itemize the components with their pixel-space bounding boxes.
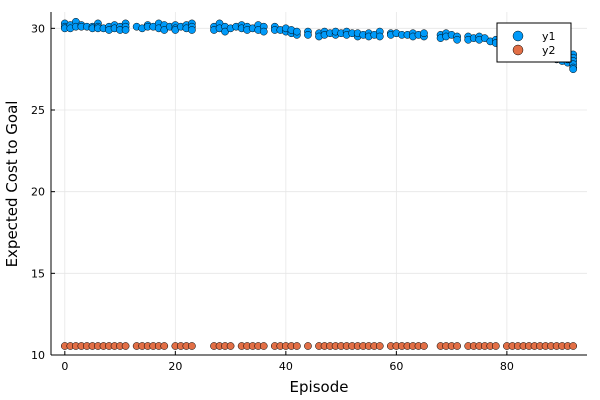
x-tick-labels: 0 20 40 60 80: [61, 360, 514, 373]
y2-point: [188, 342, 196, 350]
legend: y1 y2: [496, 22, 572, 63]
y1-point: [375, 32, 384, 41]
x-tick-label: 60: [389, 360, 403, 373]
y2-point: [160, 342, 169, 350]
legend-marker-y1: [512, 30, 524, 42]
y2-point: [304, 342, 312, 350]
y1-point: [188, 26, 196, 34]
y-tick-label: 30: [31, 22, 45, 35]
y-tick-label: 15: [31, 267, 45, 280]
x-tick-label: 0: [61, 360, 68, 373]
y1-point: [259, 27, 268, 36]
x-tick-label: 40: [279, 360, 293, 373]
y2-point: [226, 342, 235, 350]
y1-point: [304, 31, 312, 39]
y-tick-labels: 10 15 20 25 30: [31, 22, 45, 362]
y-axis-label: Expected Cost to Goal: [3, 101, 21, 268]
y2-point: [453, 342, 461, 350]
y1-point: [121, 26, 130, 34]
x-axis-label: Episode: [290, 378, 349, 396]
y2-point: [121, 342, 130, 350]
y2-point: [569, 342, 578, 350]
y2-point: [259, 342, 268, 350]
y-tick-label: 20: [31, 186, 45, 199]
legend-marker-y2: [512, 44, 524, 56]
legend-box: [496, 22, 572, 63]
y2-point: [491, 342, 500, 350]
y1-point: [420, 29, 428, 38]
y2-point: [420, 342, 428, 350]
y1-point: [569, 65, 578, 74]
axes: [50, 12, 587, 356]
y2-point: [375, 342, 384, 350]
y2-point: [293, 342, 301, 350]
y-tick-label: 10: [31, 349, 45, 362]
legend-label-y1: y1: [542, 30, 556, 43]
data-points: [60, 17, 578, 350]
x-tick-label: 20: [168, 360, 182, 373]
y-tick-label: 25: [31, 104, 45, 117]
x-tick-label: 80: [500, 360, 514, 373]
y1-point: [453, 35, 461, 44]
grid: [51, 12, 587, 356]
y1-point: [293, 27, 301, 36]
legend-label-y2: y2: [542, 44, 556, 57]
